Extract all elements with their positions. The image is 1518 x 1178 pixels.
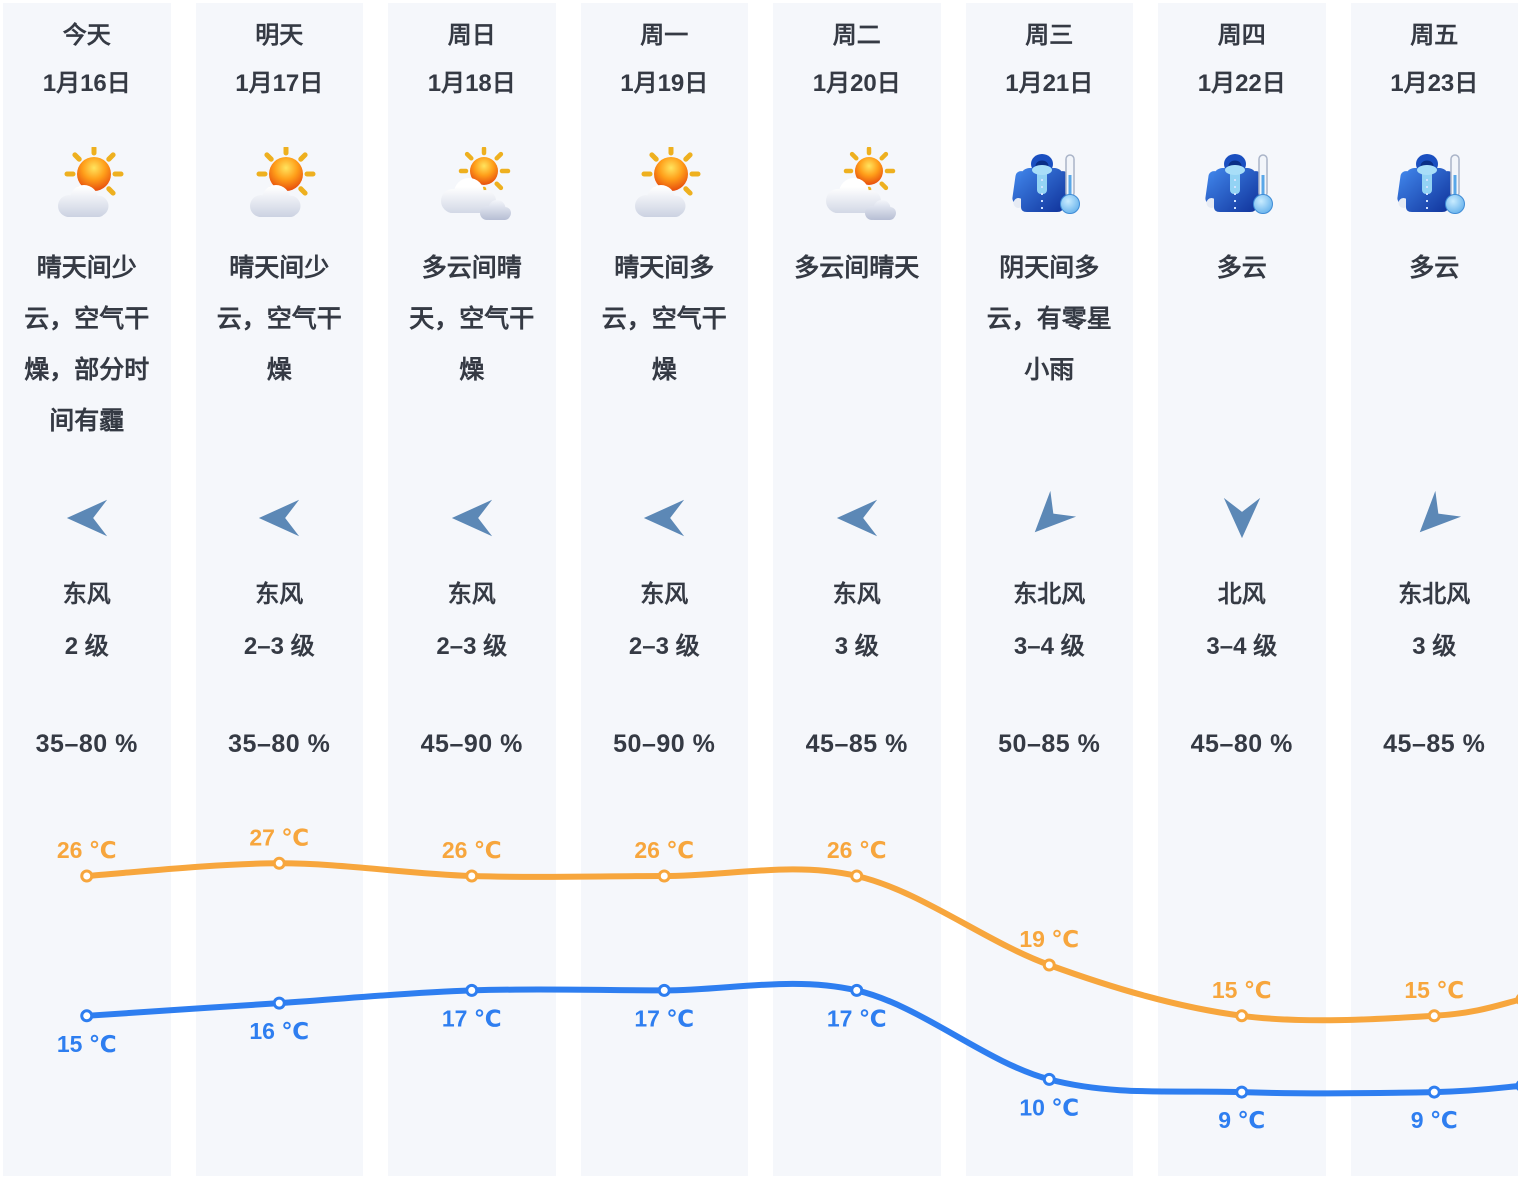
- day-column[interactable]: 周三 1月21日 阴天间多云，有零星小雨 东北风 3–4 级 50–85 %: [965, 3, 1133, 1176]
- day-column[interactable]: 今天 1月16日 晴天间少云，空气干燥，部分时间有霾 东风 2 级 35–80 …: [3, 3, 171, 1176]
- wind-direction: 东风: [832, 581, 881, 608]
- day-column[interactable]: 周日 1月18日 多云间晴天，空气干燥 东风 2–3 级 45–90 %: [388, 3, 556, 1176]
- day-date: 1月16日: [42, 70, 131, 97]
- humidity-range: 45–80 %: [1190, 730, 1293, 758]
- wind-direction: 北风: [1217, 581, 1266, 608]
- day-date: 1月19日: [620, 70, 709, 97]
- wind-direction-icon: [1219, 495, 1265, 541]
- wind-level: 3 级: [834, 633, 879, 660]
- wind-direction-icon: [1026, 495, 1072, 541]
- day-name: 周二: [832, 22, 881, 49]
- day-column[interactable]: 周二 1月20日 多云间晴天 东风 3 级 45–85 %: [773, 3, 941, 1176]
- humidity-range: 35–80 %: [35, 730, 138, 758]
- humidity-range: 45–85 %: [1383, 730, 1486, 758]
- day-date: 1月23日: [1390, 70, 1479, 97]
- day-date: 1月20日: [812, 70, 901, 97]
- wind-direction-icon: [1411, 495, 1457, 541]
- wind-direction: 东风: [640, 581, 689, 608]
- humidity-range: 50–85 %: [998, 730, 1101, 758]
- humidity-range: 45–85 %: [805, 730, 908, 758]
- weather-icon: [1394, 147, 1474, 227]
- day-name: 明天: [255, 22, 304, 49]
- wind-level: 3–4 级: [1206, 633, 1278, 660]
- weather-icon: [239, 147, 319, 227]
- weather-description: 多云: [1409, 254, 1460, 282]
- weather-icon: [1009, 147, 1089, 227]
- day-name: 周四: [1217, 22, 1266, 49]
- day-date: 1月17日: [235, 70, 324, 97]
- wind-level: 2–3 级: [243, 633, 315, 660]
- day-date: 1月22日: [1197, 70, 1286, 97]
- wind-direction: 东风: [255, 581, 304, 608]
- wind-level: 3–4 级: [1013, 633, 1085, 660]
- humidity-range: 45–90 %: [420, 730, 523, 758]
- day-name: 周一: [640, 22, 689, 49]
- wind-direction-icon: [256, 495, 302, 541]
- wind-direction-icon: [834, 495, 880, 541]
- weather-icon: [47, 147, 127, 227]
- day-name: 今天: [62, 22, 111, 49]
- weather-description: 多云间晴天，空气干燥: [409, 254, 535, 384]
- day-column[interactable]: 明天 1月17日 晴天间少云，空气干燥 东风 2–3 级 35–80 %: [195, 3, 363, 1176]
- humidity-range: 50–90 %: [613, 730, 716, 758]
- weather-icon: [1202, 147, 1282, 227]
- day-name: 周日: [447, 22, 496, 49]
- day-name: 周五: [1410, 22, 1459, 49]
- wind-level: 2–3 级: [628, 633, 700, 660]
- weather-description: 晴天间少云，空气干燥，部分时间有霾: [24, 254, 150, 435]
- day-column[interactable]: 周一 1月19日 晴天间多云，空气干燥 东风 2–3 级 50–90 %: [580, 3, 748, 1176]
- day-column[interactable]: 周四 1月22日 多云 北风 3–4 级 45–80 %: [1158, 3, 1326, 1176]
- weather-icon: [624, 147, 704, 227]
- wind-direction: 东风: [447, 581, 496, 608]
- day-name: 周三: [1025, 22, 1074, 49]
- weather-description: 多云间晴天: [794, 254, 920, 282]
- wind-direction: 东北风: [1398, 581, 1471, 608]
- day-column[interactable]: 周五 1月23日 多云 东北风 3 级 45–85 %: [1350, 3, 1518, 1176]
- wind-level: 2 级: [64, 633, 109, 660]
- wind-direction: 东北风: [1013, 581, 1086, 608]
- wind-level: 3 级: [1412, 633, 1457, 660]
- weather-description: 阴天间多云，有零星小雨: [986, 254, 1112, 384]
- wind-direction-icon: [64, 495, 110, 541]
- weather-icon: [817, 147, 897, 227]
- day-date: 1月18日: [427, 70, 516, 97]
- wind-direction-icon: [449, 495, 495, 541]
- day-columns: 今天 1月16日 晴天间少云，空气干燥，部分时间有霾 东风 2 级 35–80 …: [3, 3, 1518, 1176]
- weather-icon: [432, 147, 512, 227]
- weather-description: 晴天间少云，空气干燥: [216, 254, 342, 384]
- wind-level: 2–3 级: [436, 633, 508, 660]
- weather-description: 多云: [1216, 254, 1267, 282]
- humidity-range: 35–80 %: [228, 730, 331, 758]
- weather-description: 晴天间多云，空气干燥: [601, 254, 727, 384]
- wind-direction-icon: [641, 495, 687, 541]
- wind-direction: 东风: [62, 581, 111, 608]
- day-date: 1月21日: [1005, 70, 1094, 97]
